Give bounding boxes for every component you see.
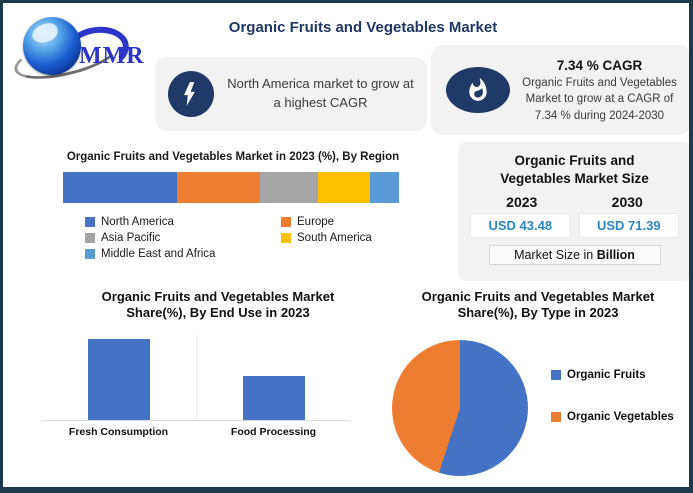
cagr-text: Organic Fruits and Vegetables Market to … <box>522 77 677 122</box>
legend-label: Organic Fruits <box>567 369 646 381</box>
legend-swatch <box>281 217 291 227</box>
legend-swatch <box>85 249 95 259</box>
globe-icon <box>23 17 81 75</box>
cagr-heading: 7.34 % CAGR <box>556 58 643 74</box>
footnote-unit: Billion <box>596 248 635 263</box>
bar-label-food-processing: Food Processing <box>230 426 317 438</box>
stacked-segment-asia-pacific <box>259 172 319 203</box>
bar-food-processing <box>242 376 305 420</box>
stacked-segment-middle-east-and-africa <box>370 172 399 203</box>
legend-label: Middle East and Africa <box>101 248 216 260</box>
enduse-chart-title: Organic Fruits and Vegetables Market Sha… <box>58 289 378 320</box>
stacked-segment-europe <box>177 172 260 203</box>
flame-icon <box>446 67 510 113</box>
legend-swatch <box>281 233 291 243</box>
type-pie-legend: Organic Fruits Organic Vegetables <box>551 369 674 423</box>
legend-swatch <box>85 233 95 243</box>
enduse-title-line2: Share(%), By End Use in 2023 <box>126 304 310 320</box>
page-title: Organic Fruits and Vegetables Market <box>228 19 498 36</box>
year-2023-label: 2023 <box>506 194 538 211</box>
enduse-axis-labels: Fresh Consumption Food Processing <box>41 426 351 438</box>
legend-label: South America <box>297 232 372 244</box>
market-size-title: Organic Fruits and Vegetables Market Siz… <box>458 152 689 187</box>
legend-item-north-america: North America <box>85 216 281 228</box>
enduse-title-line1: Organic Fruits and Vegetables Market <box>101 289 335 304</box>
market-size-title-line1: Organic Fruits and <box>514 153 635 168</box>
market-size-panel: Organic Fruits and Vegetables Market Siz… <box>458 142 689 281</box>
legend-label: Asia Pacific <box>101 232 161 244</box>
bar-label-fresh-consumption: Fresh Consumption <box>68 426 169 438</box>
legend-label: Europe <box>297 216 335 228</box>
region-stacked-bar <box>63 172 399 203</box>
legend-item-organic-vegetables: Organic Vegetables <box>551 411 674 423</box>
type-title-line1: Organic Fruits and Vegetables Market <box>421 289 655 304</box>
legend-item-europe: Europe <box>281 216 372 228</box>
stacked-segment-south-america <box>318 172 371 203</box>
legend-swatch <box>551 412 561 422</box>
legend-item-south-america: South America <box>281 232 372 244</box>
region-legend: North America Asia Pacific Middle East and… <box>85 216 372 260</box>
bar-slot-fresh-consumption <box>41 295 196 420</box>
bar-slot-food-processing <box>196 295 351 420</box>
market-size-value-2030: USD 71.39 <box>579 214 678 238</box>
logo-text: MMR <box>79 43 145 69</box>
legend-label: North America <box>101 216 174 228</box>
market-size-footnote: Market Size in Billion <box>488 245 661 266</box>
legend-label: Organic Vegetables <box>567 411 674 423</box>
market-size-title-line2: Vegetables Market Size <box>500 170 649 186</box>
enduse-bar-plot <box>41 295 351 421</box>
legend-item-asia-pacific: Asia Pacific <box>85 232 281 244</box>
legend-item-middle-east-and-africa: Middle East and Africa <box>85 248 281 260</box>
year-2030-label: 2030 <box>611 194 643 211</box>
callout-cagr: 7.34 % CAGR Organic Fruits and Vegetable… <box>431 45 689 135</box>
callout-left-text: North America market to grow at a highes… <box>227 76 414 110</box>
footnote-prefix: Market Size in <box>514 248 597 263</box>
type-pie-chart <box>392 340 528 476</box>
callout-north-america-cagr: North America market to grow at a highes… <box>155 57 427 131</box>
legend-item-organic-fruits: Organic Fruits <box>551 369 674 381</box>
stacked-segment-north-america <box>63 172 178 203</box>
type-title-line2: Share(%), By Type in 2023 <box>457 304 619 320</box>
bar-fresh-consumption <box>87 338 150 420</box>
type-chart-title: Organic Fruits and Vegetables Market Sha… <box>388 289 688 320</box>
region-chart-title: Organic Fruits and Vegetables Market in … <box>66 151 400 163</box>
legend-swatch <box>85 217 95 227</box>
lightning-bolt-icon <box>168 71 214 117</box>
market-size-value-2023: USD 43.48 <box>471 214 570 238</box>
legend-swatch <box>551 370 561 380</box>
mmr-logo: MMR <box>10 9 158 88</box>
